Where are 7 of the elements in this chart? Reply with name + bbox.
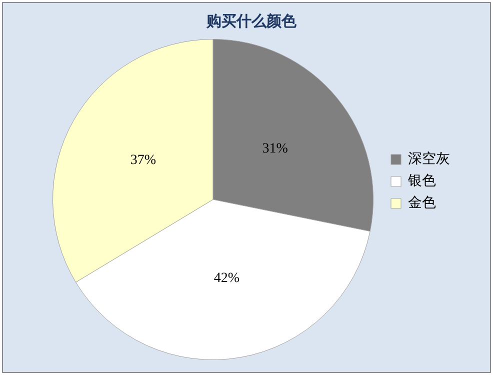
- legend-label: 深空灰: [408, 151, 450, 168]
- legend-label: 银色: [407, 173, 436, 190]
- data-label: 42%: [214, 271, 240, 286]
- data-label: 31%: [262, 141, 288, 156]
- data-label: 37%: [130, 152, 156, 168]
- legend-label: 金色: [408, 195, 436, 212]
- chart-title: 购买什么颜色: [206, 12, 298, 30]
